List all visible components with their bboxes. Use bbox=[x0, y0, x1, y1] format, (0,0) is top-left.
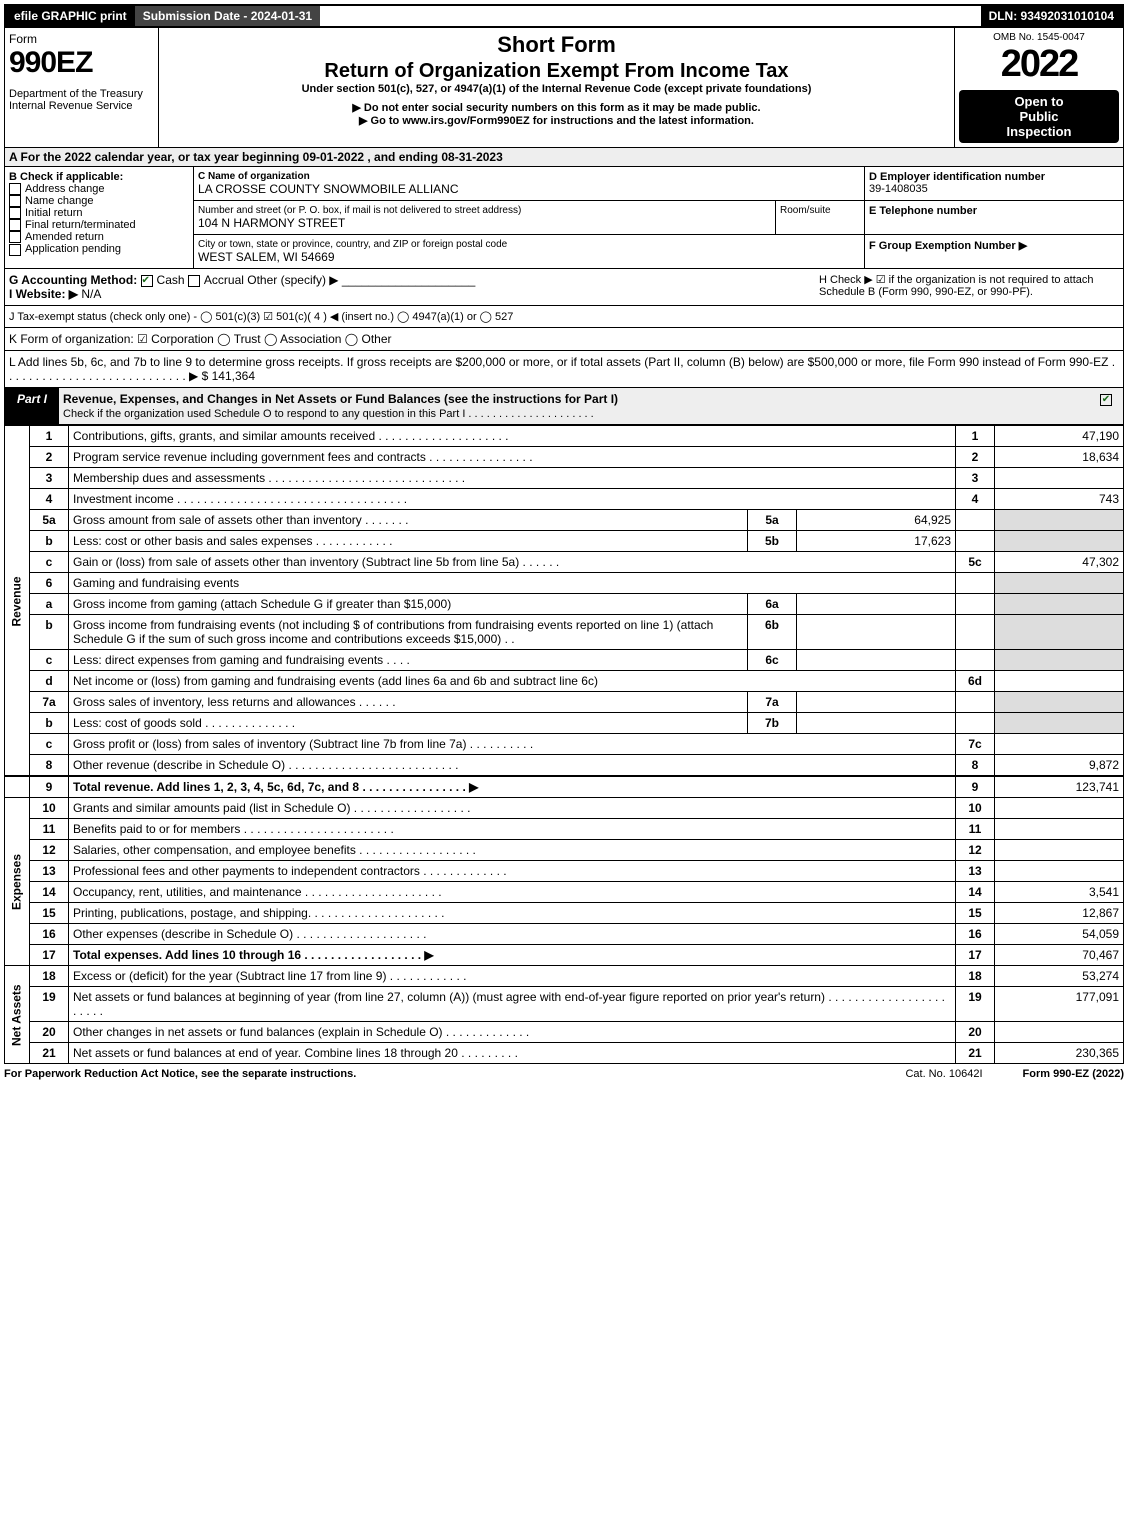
row-g-h: G Accounting Method: Cash Accrual Other … bbox=[4, 269, 1124, 306]
line-5b-value: 17,623 bbox=[797, 531, 956, 552]
omb-number: OMB No. 1545-0047 bbox=[959, 32, 1119, 43]
line-20-value bbox=[995, 1022, 1124, 1043]
dln-label: DLN: 93492031010104 bbox=[981, 6, 1122, 26]
chk-application-pending[interactable] bbox=[9, 244, 21, 256]
line-4-value: 743 bbox=[995, 489, 1124, 510]
chk-final-return[interactable] bbox=[9, 219, 21, 231]
block-c-street: Number and street (or P. O. box, if mail… bbox=[194, 201, 775, 234]
line-7a-value bbox=[797, 692, 956, 713]
org-name: LA CROSSE COUNTY SNOWMOBILE ALLIANC bbox=[198, 182, 860, 196]
line-6d-value bbox=[995, 671, 1124, 692]
part-1-label: Part I bbox=[5, 388, 59, 424]
chk-amended-return[interactable] bbox=[9, 231, 21, 243]
row-j-tax-exempt-status: J Tax-exempt status (check only one) - ◯… bbox=[4, 306, 1124, 328]
row-k-form-of-org: K Form of organization: ☑ Corporation ◯ … bbox=[4, 328, 1124, 351]
paperwork-notice: For Paperwork Reduction Act Notice, see … bbox=[4, 1068, 905, 1080]
gross-receipts-value: 141,364 bbox=[212, 369, 255, 383]
page-footer: For Paperwork Reduction Act Notice, see … bbox=[4, 1064, 1124, 1080]
city-state-zip: WEST SALEM, WI 54669 bbox=[198, 250, 860, 264]
section-a-tax-year: A For the 2022 calendar year, or tax yea… bbox=[4, 148, 1124, 167]
ssn-warning: ▶ Do not enter social security numbers o… bbox=[163, 101, 950, 114]
line-5c-value: 47,302 bbox=[995, 552, 1124, 573]
catalog-number: Cat. No. 10642I bbox=[905, 1068, 982, 1080]
room-suite-label: Room/suite bbox=[775, 201, 864, 234]
part-1-lines-table: Revenue 1 Contributions, gifts, grants, … bbox=[4, 425, 1124, 1064]
accounting-method: G Accounting Method: Cash Accrual Other … bbox=[9, 273, 819, 301]
line-7c-value bbox=[995, 734, 1124, 755]
chk-schedule-o-part1[interactable] bbox=[1100, 394, 1112, 406]
line-1-desc: Contributions, gifts, grants, and simila… bbox=[69, 426, 956, 447]
net-assets-section-label: Net Assets bbox=[5, 966, 30, 1064]
goto-link[interactable]: ▶ Go to www.irs.gov/Form990EZ for instru… bbox=[163, 114, 950, 127]
form-title-main: Return of Organization Exempt From Incom… bbox=[163, 60, 950, 83]
line-6a-value bbox=[797, 594, 956, 615]
form-title-short-form: Short Form bbox=[163, 32, 950, 58]
block-b-checkboxes: B Check if applicable: Address change Na… bbox=[5, 167, 194, 268]
tax-year: 2022 bbox=[959, 43, 1119, 86]
row-l-gross-receipts: L Add lines 5b, 6c, and 7b to line 9 to … bbox=[4, 351, 1124, 388]
street-address: 104 N HARMONY STREET bbox=[198, 216, 771, 230]
form-number: 990EZ bbox=[9, 46, 154, 80]
header-center: Short Form Return of Organization Exempt… bbox=[159, 28, 954, 147]
block-c-city: City or town, state or province, country… bbox=[194, 235, 864, 268]
line-5a-value: 64,925 bbox=[797, 510, 956, 531]
department-label: Department of the Treasury Internal Reve… bbox=[9, 88, 154, 112]
line-6b-value bbox=[797, 615, 956, 650]
line-18-value: 53,274 bbox=[995, 966, 1124, 987]
line-21-value: 230,365 bbox=[995, 1043, 1124, 1064]
chk-cash[interactable] bbox=[141, 275, 153, 287]
line-8-value: 9,872 bbox=[995, 755, 1124, 777]
ein-value: 39-1408035 bbox=[869, 183, 1119, 195]
expenses-section-label: Expenses bbox=[5, 798, 30, 966]
line-19-value: 177,091 bbox=[995, 987, 1124, 1022]
header-right: OMB No. 1545-0047 2022 Open to Public In… bbox=[954, 28, 1123, 147]
spacer bbox=[320, 6, 980, 26]
line-1-value: 47,190 bbox=[995, 426, 1124, 447]
part-1-title: Revenue, Expenses, and Changes in Net As… bbox=[59, 388, 1093, 424]
chk-initial-return[interactable] bbox=[9, 207, 21, 219]
block-e: E Telephone number bbox=[864, 201, 1123, 234]
revenue-section-label: Revenue bbox=[5, 426, 30, 777]
line-13-value bbox=[995, 861, 1124, 882]
line-7b-value bbox=[797, 713, 956, 734]
chk-name-change[interactable] bbox=[9, 195, 21, 207]
chk-accrual[interactable] bbox=[188, 275, 200, 287]
block-h-schedule-b: H Check ▶ ☑ if the organization is not r… bbox=[819, 273, 1119, 301]
line-6c-value bbox=[797, 650, 956, 671]
block-f: F Group Exemption Number ▶ bbox=[864, 235, 1123, 268]
form-subtitle: Under section 501(c), 527, or 4947(a)(1)… bbox=[163, 83, 950, 95]
chk-address-change[interactable] bbox=[9, 183, 21, 195]
line-14-value: 3,541 bbox=[995, 882, 1124, 903]
efile-print-button[interactable]: efile GRAPHIC print bbox=[6, 6, 135, 26]
website-value: N/A bbox=[81, 287, 101, 301]
block-b-header: B Check if applicable: bbox=[9, 171, 189, 183]
open-public-badge: Open to Public Inspection bbox=[959, 90, 1119, 143]
line-11-value bbox=[995, 819, 1124, 840]
top-bar: efile GRAPHIC print Submission Date - 20… bbox=[4, 4, 1124, 28]
submission-date-label: Submission Date - 2024-01-31 bbox=[135, 6, 320, 26]
line-2-value: 18,634 bbox=[995, 447, 1124, 468]
line-3-value bbox=[995, 468, 1124, 489]
line-17-value: 70,467 bbox=[995, 945, 1124, 966]
part-1-header: Part I Revenue, Expenses, and Changes in… bbox=[4, 388, 1124, 425]
block-c-name: C Name of organization LA CROSSE COUNTY … bbox=[194, 167, 864, 200]
block-c-container: C Name of organization LA CROSSE COUNTY … bbox=[194, 167, 1123, 268]
line-9-value: 123,741 bbox=[995, 776, 1124, 798]
line-12-value bbox=[995, 840, 1124, 861]
form-footer-id: Form 990-EZ (2022) bbox=[1023, 1068, 1124, 1080]
website-label: I Website: ▶ bbox=[9, 287, 78, 301]
form-word: Form bbox=[9, 32, 154, 46]
identity-block: B Check if applicable: Address change Na… bbox=[4, 167, 1124, 269]
line-16-value: 54,059 bbox=[995, 924, 1124, 945]
block-d: D Employer identification number 39-1408… bbox=[864, 167, 1123, 200]
form-header: Form 990EZ Department of the Treasury In… bbox=[4, 28, 1124, 148]
line-15-value: 12,867 bbox=[995, 903, 1124, 924]
header-left: Form 990EZ Department of the Treasury In… bbox=[5, 28, 159, 147]
line-10-value bbox=[995, 798, 1124, 819]
